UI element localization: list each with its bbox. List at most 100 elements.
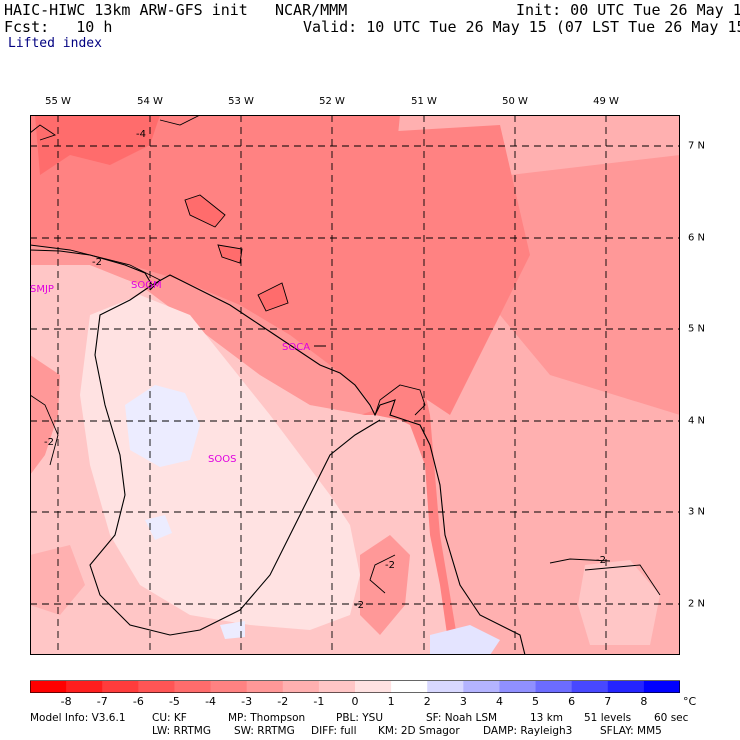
colorbar-label: 6 bbox=[568, 695, 576, 708]
footer-levels: 51 levels bbox=[584, 712, 632, 724]
field-region-positive bbox=[220, 621, 245, 639]
colorbar-box bbox=[535, 681, 573, 693]
colorbar-unit: °C bbox=[683, 695, 697, 708]
footer-resolution: 13 km bbox=[530, 712, 564, 724]
coastline bbox=[30, 249, 526, 655]
lat-label: 3 N bbox=[688, 506, 706, 518]
colorbar-box bbox=[571, 681, 609, 693]
colorbar-box bbox=[643, 681, 680, 693]
footer-model-info: Model Info: V3.6.1 bbox=[30, 712, 126, 724]
model-title: HAIC-HIWC 13km ARW-GFS init bbox=[4, 1, 248, 19]
colorbar-box bbox=[499, 681, 537, 693]
colorbar-label: 8 bbox=[640, 695, 648, 708]
colorbar-label: -6 bbox=[132, 695, 144, 708]
footer-pbl: PBL: YSU bbox=[336, 712, 384, 724]
lon-label: 51 W bbox=[411, 96, 437, 107]
footer-sf: SF: Noah LSM bbox=[426, 712, 498, 724]
lifted-index-map: -4 -2 -2 -2 -2 -2 -2 SMJP SOGM SOCA SOOS bbox=[30, 115, 680, 655]
colorbar-box bbox=[427, 681, 464, 693]
station-sogm: SOGM bbox=[131, 280, 162, 291]
footer-timestep: 60 sec bbox=[654, 712, 689, 724]
colorbar-box bbox=[391, 681, 428, 693]
lon-label: 49 W bbox=[593, 96, 619, 107]
field-region-zero bbox=[80, 295, 360, 630]
station-soca: SOCA bbox=[282, 342, 310, 353]
footer-lw: LW: RRTMG bbox=[152, 725, 211, 737]
lat-label: 6 N bbox=[688, 232, 706, 244]
lat-label: 7 N bbox=[688, 140, 706, 152]
field-region-minus1c bbox=[578, 560, 660, 645]
field-region-minus5 bbox=[218, 245, 242, 263]
field-region-positive bbox=[145, 515, 172, 540]
colorbar-box bbox=[355, 681, 392, 693]
field-region-minus4b bbox=[330, 125, 530, 415]
field-region-minus2d bbox=[30, 545, 85, 615]
footer-km: KM: 2D Smagor bbox=[378, 725, 460, 737]
field-region-minus3d bbox=[30, 355, 60, 475]
org-label: NCAR/MMM bbox=[275, 1, 348, 19]
colorbar-label: -8 bbox=[60, 695, 72, 708]
station-soos: SOOS bbox=[208, 454, 236, 465]
latlon-grid bbox=[30, 115, 680, 655]
contour-label: -2 bbox=[596, 555, 606, 566]
field-region-positive bbox=[430, 625, 500, 655]
colorbar-label: 0 bbox=[351, 695, 359, 708]
contour-lines bbox=[30, 115, 661, 596]
colorbar-box bbox=[463, 681, 500, 693]
colorbar-label: -2 bbox=[277, 695, 289, 708]
colorbar-label: 4 bbox=[495, 695, 503, 708]
colorbar-label: 7 bbox=[604, 695, 612, 708]
footer-damp: DAMP: Rayleigh3 bbox=[483, 725, 573, 737]
colorbar-box bbox=[138, 681, 175, 693]
lat-label: 5 N bbox=[688, 323, 706, 335]
contour-label: -2 bbox=[385, 560, 395, 571]
field-region-minus5 bbox=[185, 195, 225, 227]
colorbar-label: -5 bbox=[168, 695, 180, 708]
colorbar-label: -7 bbox=[96, 695, 108, 708]
footer-diff: DIFF: full bbox=[311, 725, 357, 737]
lat-label: 4 N bbox=[688, 415, 706, 427]
contour-label: -2 bbox=[44, 437, 54, 448]
footer-mp: MP: Thompson bbox=[228, 712, 306, 724]
lon-label: 50 W bbox=[502, 96, 528, 107]
valid-time: Valid: 10 UTC Tue 26 May 15 (07 LST Tue … bbox=[303, 18, 740, 36]
colorbar-label: -1 bbox=[313, 695, 325, 708]
field-region-minus3c bbox=[360, 535, 410, 635]
map-frame bbox=[30, 115, 680, 655]
colorbar-box bbox=[607, 681, 645, 693]
lon-label: 52 W bbox=[319, 96, 345, 107]
field-region-minus3 bbox=[500, 155, 680, 415]
colorbar-box bbox=[210, 681, 248, 693]
colorbar-label: -3 bbox=[241, 695, 253, 708]
colorbar-box bbox=[174, 681, 212, 693]
init-time: Init: 00 UTC Tue 26 May 15 bbox=[516, 1, 740, 19]
field-region-positive bbox=[125, 385, 200, 467]
station-smjp: SMJP bbox=[30, 284, 54, 295]
colorbar-label: 1 bbox=[387, 695, 395, 708]
colorbar-label: -4 bbox=[205, 695, 217, 708]
colorbar-box bbox=[66, 681, 103, 693]
contour-label: -2 bbox=[92, 257, 102, 268]
field-name: Lifted index bbox=[8, 36, 102, 51]
footer-sflay: SFLAY: MM5 bbox=[600, 725, 662, 737]
colorbar-box bbox=[30, 681, 67, 693]
field-region-minus5 bbox=[258, 283, 288, 311]
colorbar-box bbox=[318, 681, 356, 693]
field-region-minus4c bbox=[375, 395, 425, 420]
footer-sw: SW: RRTMG bbox=[234, 725, 295, 737]
colorbar-box bbox=[282, 681, 320, 693]
colorbar-label: 5 bbox=[532, 695, 540, 708]
lat-label: 2 N bbox=[688, 598, 706, 610]
lon-label: 53 W bbox=[228, 96, 254, 107]
forecast-hour: Fcst: 10 h bbox=[4, 18, 113, 36]
colorbar-label: 3 bbox=[459, 695, 467, 708]
lon-label: 54 W bbox=[137, 96, 163, 107]
colorbar bbox=[30, 680, 680, 693]
contour-label: -4 bbox=[136, 129, 146, 140]
contour-label: -2 bbox=[354, 600, 364, 611]
field-region-minus3 bbox=[30, 245, 375, 415]
colorbar-box bbox=[246, 681, 284, 693]
field-region-minus5 bbox=[35, 115, 160, 175]
footer-cu: CU: KF bbox=[152, 712, 187, 724]
lon-label: 55 W bbox=[45, 96, 71, 107]
